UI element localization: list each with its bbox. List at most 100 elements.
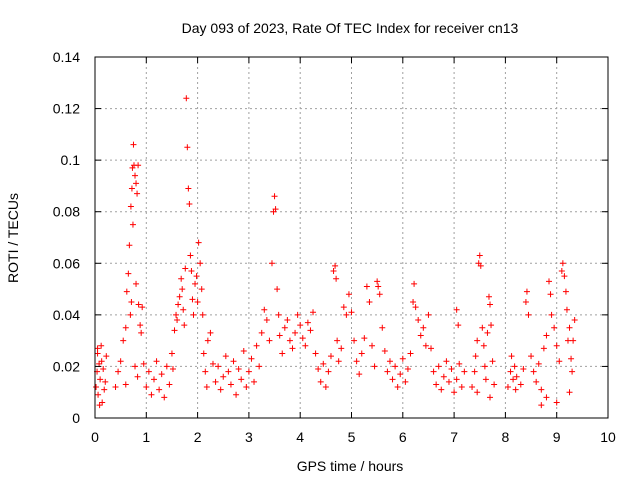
data-point bbox=[123, 288, 130, 295]
data-point bbox=[138, 329, 145, 336]
data-point bbox=[122, 324, 129, 331]
data-point bbox=[307, 327, 314, 334]
data-point bbox=[440, 373, 447, 380]
data-point bbox=[530, 368, 537, 375]
data-point bbox=[559, 260, 566, 267]
data-point bbox=[523, 288, 530, 295]
data-point bbox=[209, 360, 216, 367]
data-point bbox=[489, 358, 496, 365]
data-point bbox=[425, 311, 432, 318]
data-point bbox=[281, 324, 288, 331]
data-point bbox=[198, 286, 205, 293]
data-point bbox=[369, 342, 376, 349]
data-point bbox=[158, 371, 165, 378]
x-tick-label: 8 bbox=[502, 429, 510, 445]
data-point bbox=[556, 358, 563, 365]
data-point bbox=[535, 360, 542, 367]
x-tick-label: 7 bbox=[450, 429, 458, 445]
data-point bbox=[117, 358, 124, 365]
data-point bbox=[366, 298, 373, 305]
data-point bbox=[245, 368, 252, 375]
data-point bbox=[190, 311, 197, 318]
grid bbox=[95, 57, 608, 418]
data-point bbox=[330, 268, 337, 275]
data-point bbox=[248, 355, 255, 362]
data-point bbox=[513, 373, 520, 380]
data-point bbox=[479, 324, 486, 331]
data-point bbox=[192, 280, 199, 287]
data-point bbox=[279, 350, 286, 357]
data-point bbox=[100, 366, 107, 373]
data-point bbox=[315, 366, 322, 373]
data-point bbox=[102, 378, 109, 385]
y-tick-labels: 0 0.02 0.04 0.06 0.08 0.1 0.12 0.14 bbox=[53, 49, 80, 426]
data-point bbox=[335, 358, 342, 365]
data-point bbox=[176, 293, 183, 300]
x-axis-label: GPS time / hours bbox=[297, 458, 404, 474]
data-point bbox=[310, 309, 317, 316]
data-point bbox=[299, 335, 306, 342]
data-point bbox=[148, 391, 155, 398]
data-point bbox=[472, 353, 479, 360]
data-point bbox=[561, 273, 568, 280]
data-point bbox=[212, 378, 219, 385]
x-tick-labels: 0 1 2 3 4 5 6 7 8 9 10 bbox=[91, 429, 616, 445]
data-point bbox=[99, 399, 106, 406]
data-point bbox=[181, 322, 188, 329]
data-point bbox=[253, 342, 260, 349]
data-point bbox=[180, 306, 187, 313]
data-point bbox=[481, 363, 488, 370]
data-point bbox=[487, 394, 494, 401]
data-point bbox=[325, 368, 332, 375]
data-point bbox=[258, 329, 265, 336]
data-point bbox=[227, 381, 234, 388]
data-point bbox=[129, 221, 136, 228]
data-point bbox=[185, 185, 192, 192]
data-point bbox=[233, 391, 240, 398]
data-point bbox=[174, 317, 181, 324]
data-point bbox=[476, 252, 483, 259]
data-point bbox=[120, 337, 127, 344]
x-tick-label: 5 bbox=[348, 429, 356, 445]
data-point bbox=[132, 363, 139, 370]
data-point bbox=[289, 345, 296, 352]
data-point bbox=[145, 368, 152, 375]
data-point bbox=[417, 332, 424, 339]
data-point bbox=[297, 322, 304, 329]
data-point bbox=[263, 317, 270, 324]
data-point bbox=[443, 358, 450, 365]
data-point bbox=[112, 384, 119, 391]
x-tick-label: 6 bbox=[399, 429, 407, 445]
y-tick-label: 0.14 bbox=[53, 49, 80, 65]
data-point bbox=[453, 376, 460, 383]
data-point bbox=[381, 347, 388, 354]
data-point bbox=[261, 306, 268, 313]
data-point bbox=[538, 402, 545, 409]
y-tick-label: 0.06 bbox=[53, 255, 80, 271]
data-point bbox=[268, 260, 275, 267]
data-point bbox=[471, 368, 478, 375]
data-point bbox=[520, 366, 527, 373]
data-point bbox=[168, 350, 175, 357]
data-point bbox=[340, 304, 347, 311]
data-point bbox=[94, 350, 101, 357]
data-point bbox=[570, 337, 577, 344]
data-point bbox=[540, 345, 547, 352]
data-point bbox=[179, 286, 186, 293]
data-point bbox=[353, 358, 360, 365]
data-point bbox=[135, 162, 142, 169]
data-point bbox=[430, 368, 437, 375]
data-point bbox=[384, 368, 391, 375]
data-point bbox=[197, 260, 204, 267]
data-point bbox=[433, 381, 440, 388]
data-point bbox=[175, 301, 182, 308]
data-point bbox=[294, 311, 301, 318]
data-point bbox=[171, 327, 178, 334]
data-point bbox=[127, 203, 134, 210]
data-point bbox=[546, 278, 553, 285]
data-point bbox=[103, 353, 110, 360]
data-point bbox=[428, 345, 435, 352]
data-point bbox=[133, 280, 140, 287]
data-point bbox=[411, 280, 418, 287]
x-tick-label: 10 bbox=[600, 429, 616, 445]
